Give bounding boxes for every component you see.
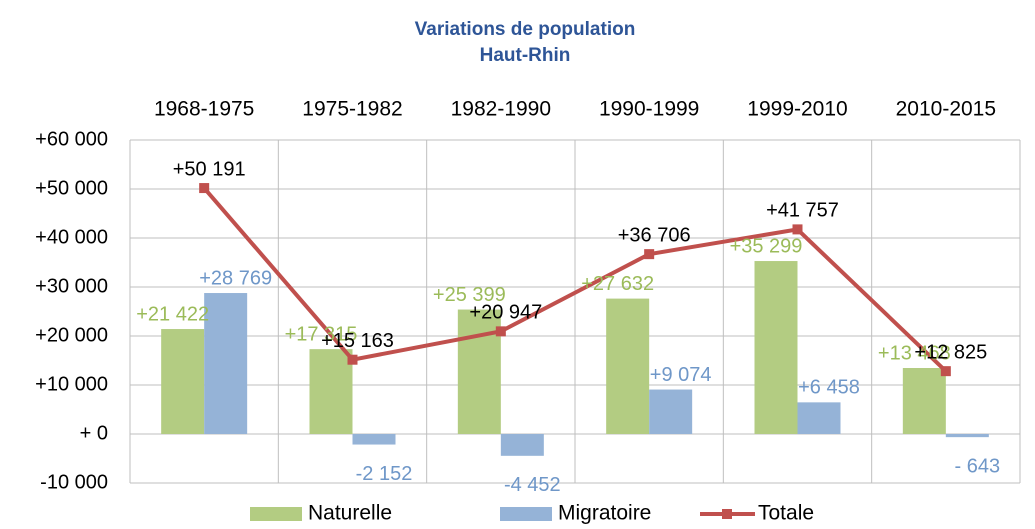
line-value-label: +15 163: [321, 330, 394, 352]
line-marker: [644, 249, 655, 260]
y-tick-label: +10 000: [35, 373, 108, 395]
bar-value-label: +21 422: [136, 303, 209, 325]
y-tick-label: +50 000: [35, 177, 108, 199]
chart-title: Variations de population: [415, 19, 636, 40]
legend-swatch: [722, 509, 732, 519]
line-value-label: +41 757: [766, 200, 839, 222]
line-value-label: +50 191: [173, 158, 246, 180]
bar: [606, 298, 650, 434]
x-tick-label: 1975-1982: [302, 98, 402, 121]
x-tick-label: 1968-1975: [154, 98, 254, 121]
x-tick-label: 1990-1999: [599, 98, 699, 121]
line-series: [202, 186, 948, 373]
line-marker: [199, 183, 210, 194]
y-tick-label: -10 000: [40, 471, 108, 493]
bar-value-label: +9 074: [650, 364, 712, 386]
chart-subtitle: Haut-Rhin: [480, 45, 571, 66]
legend-swatch: [250, 507, 302, 521]
bar: [945, 434, 989, 438]
line-marker: [495, 326, 506, 337]
bar-value-label: -2 152: [356, 463, 413, 485]
line-value-label: +36 706: [618, 224, 691, 246]
bar-value-label: +28 769: [199, 267, 272, 289]
line-value-label: +20 947: [469, 302, 542, 324]
bar-value-label: +25 399: [433, 284, 506, 306]
line-marker: [792, 224, 803, 235]
bar: [797, 402, 841, 434]
bar-value-label: +27 632: [581, 273, 654, 295]
x-tick-label: 2010-2015: [896, 98, 996, 121]
bar-value-label: +35 299: [730, 235, 803, 257]
bar: [754, 261, 798, 434]
bar-value-label: +13 468: [878, 342, 951, 364]
bar-value-label: +17 315: [285, 323, 358, 345]
bar: [457, 309, 501, 434]
bar-value-label: +6 458: [798, 377, 860, 399]
bar: [500, 434, 544, 456]
x-tick-label: 1999-2010: [747, 98, 847, 121]
line-marker: [940, 366, 951, 377]
legend-label: Totale: [758, 502, 814, 525]
y-tick-label: +40 000: [35, 226, 108, 248]
line-marker: [347, 354, 358, 365]
legend-swatch: [500, 507, 552, 521]
bar-value-label: - 643: [955, 455, 1001, 477]
bar: [204, 293, 248, 434]
legend-label: Migratoire: [558, 502, 651, 525]
y-tick-label: +30 000: [35, 275, 108, 297]
y-tick-label: +60 000: [35, 128, 108, 150]
bar: [161, 329, 205, 434]
line-value-label: +12 825: [914, 341, 987, 363]
bar: [902, 368, 946, 434]
bar: [649, 389, 693, 434]
bar: [352, 434, 396, 445]
legend-label: Naturelle: [308, 502, 392, 525]
y-tick-label: +20 000: [35, 324, 108, 346]
bar: [309, 349, 353, 434]
bar-value-label: -4 452: [504, 474, 561, 496]
y-tick-label: + 0: [80, 422, 108, 444]
x-tick-label: 1982-1990: [451, 98, 551, 121]
